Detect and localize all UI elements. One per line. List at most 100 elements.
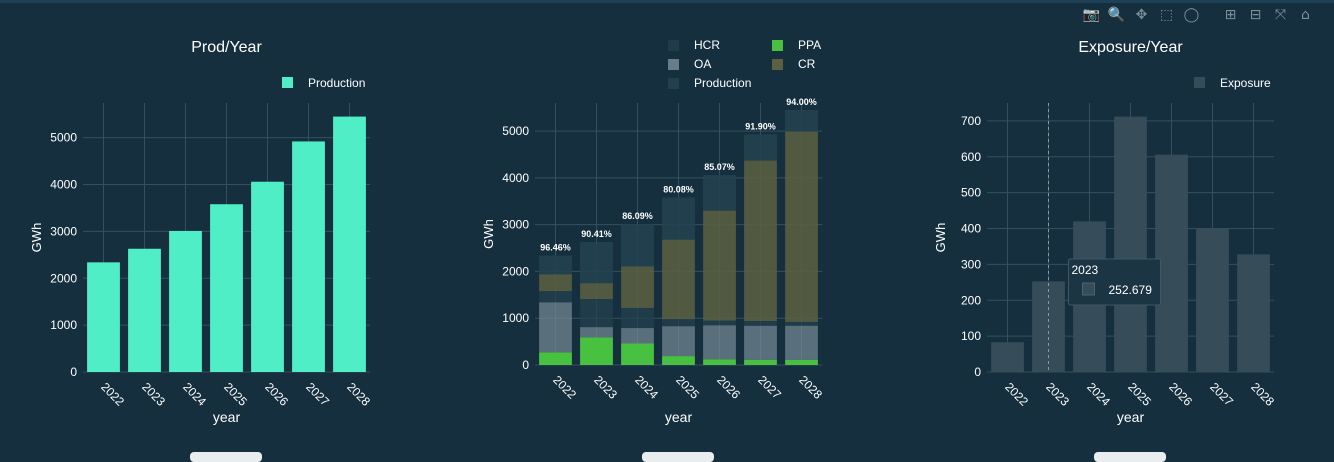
zoom-in-icon[interactable]: ⊞ xyxy=(1224,7,1237,23)
chart2-bar-hcr-2026 xyxy=(703,320,736,326)
box-select-icon[interactable]: ⬚ xyxy=(1159,7,1174,23)
chart1-legend-label: Production xyxy=(308,76,365,90)
chart3-ytick-label: 200 xyxy=(961,293,981,307)
chart2-xtick-label: 2024 xyxy=(632,373,661,402)
chart1-bar-production-2024 xyxy=(169,230,202,372)
chart2-bar-annotation: 85.07% xyxy=(704,162,735,172)
chart1-bar-production-2027 xyxy=(292,141,325,372)
chart3-xtick-label: 2022 xyxy=(1002,380,1031,409)
chart1-x-axis-title: year xyxy=(213,409,241,425)
reset-axes-icon[interactable]: ⌂ xyxy=(1301,7,1310,23)
chart3-xtick-label: 2023 xyxy=(1043,380,1072,409)
chart2-bar-production-2025 xyxy=(662,197,695,240)
chart2-bar-hcr-2022 xyxy=(539,291,572,303)
chart3-hover-swatch xyxy=(1082,282,1095,296)
chart1-ytick-label: 1000 xyxy=(50,318,77,332)
chart2-y-axis-title: GWh xyxy=(481,219,496,249)
chart3-bar-exposure-2022 xyxy=(991,342,1024,372)
chart3-legend-swatch xyxy=(1194,77,1205,88)
chart3-bar-exposure-2025 xyxy=(1114,116,1147,372)
chart2-bar-production-2026 xyxy=(703,175,736,211)
chart2-bar-annotation: 94.00% xyxy=(786,97,817,107)
zoom-out-icon[interactable]: ⊟ xyxy=(1249,7,1262,23)
chart3-ytick-label: 0 xyxy=(974,365,981,379)
chart2-bar-cr-2026 xyxy=(703,210,736,321)
chart1-y-axis-title: GWh xyxy=(29,223,44,253)
zoom-icon[interactable]: 🔍 xyxy=(1107,7,1126,23)
chart2-bar-annotation: 91.90% xyxy=(745,121,776,131)
pan-icon[interactable]: ✥ xyxy=(1135,7,1148,23)
chart2-bar-production-2028 xyxy=(785,110,818,132)
autoscale-icon[interactable]: ⤧ xyxy=(1274,7,1287,23)
chart3-ytick-label: 600 xyxy=(961,150,981,164)
top-strip xyxy=(0,0,1334,3)
chart2-bar-ppa-2022 xyxy=(539,352,572,365)
chart2-bar-production-2023 xyxy=(580,241,613,284)
chart2-bar-hcr-2025 xyxy=(662,319,695,327)
chart2-x-axis-title: year xyxy=(665,409,693,425)
chart2-bar-annotation: 96.46% xyxy=(540,243,571,253)
chart3-ytick-label: 100 xyxy=(961,329,981,343)
chart2-xtick-label: 2027 xyxy=(755,373,784,402)
chart1-title: Prod/Year xyxy=(191,39,262,56)
chart1-bar-production-2025 xyxy=(210,204,243,372)
chart3-ytick-label: 400 xyxy=(961,222,981,236)
chart2-bar-oa-2028 xyxy=(785,325,818,360)
chart2-bar-oa-2023 xyxy=(580,327,613,338)
chart2-legend-swatch-hcr xyxy=(668,40,679,51)
chart3-footer-button[interactable] xyxy=(1094,452,1166,462)
chart2-bar-hcr-2024 xyxy=(621,307,654,329)
chart1-bar-production-2023 xyxy=(128,248,161,372)
chart2-bar-annotation: 80.08% xyxy=(663,185,694,195)
chart2-bar-ppa-2026 xyxy=(703,359,736,365)
chart1-ytick-label: 3000 xyxy=(50,224,77,238)
chart2-bar-ppa-2023 xyxy=(580,337,613,365)
chart1-xtick-label: 2027 xyxy=(303,380,332,409)
chart3-xtick-label: 2026 xyxy=(1166,380,1195,409)
chart2-bar-hcr-2028 xyxy=(785,321,818,326)
chart3-ytick-label: 500 xyxy=(961,186,981,200)
chart2-ytick-label: 5000 xyxy=(502,124,529,138)
chart2-bar-production-2027 xyxy=(744,134,777,161)
chart2-bar-production-2024 xyxy=(621,224,654,267)
chart1-xtick-label: 2025 xyxy=(221,380,250,409)
chart2-bar-hcr-2027 xyxy=(744,321,777,326)
chart3-xtick-label: 2027 xyxy=(1207,380,1236,409)
camera-icon[interactable]: 📷 xyxy=(1082,7,1101,23)
chart2-legend-swatch-cr xyxy=(772,59,783,70)
chart2-ytick-label: 0 xyxy=(522,358,529,372)
chart1-xtick-label: 2024 xyxy=(180,380,209,409)
chart2-bar-annotation: 86.09% xyxy=(622,211,653,221)
lasso-icon[interactable]: ◯ xyxy=(1183,7,1200,23)
chart2-legend-swatch-production xyxy=(668,78,679,89)
chart2-ytick-label: 4000 xyxy=(502,171,529,185)
chart1-bar-production-2026 xyxy=(251,181,284,372)
chart3-xtick-label: 2025 xyxy=(1125,380,1154,409)
chart2-bar-hcr-2023 xyxy=(580,299,613,328)
chart2-bar-oa-2025 xyxy=(662,326,695,357)
chart2-legend-label-hcr: HCR xyxy=(694,38,720,52)
chart2-legend-label-cr: CR xyxy=(798,57,816,71)
chart3-bar-exposure-2027 xyxy=(1196,228,1229,372)
chart3-title: Exposure/Year xyxy=(1078,39,1183,56)
chart1-ytick-label: 2000 xyxy=(50,271,77,285)
chart2-bar-oa-2026 xyxy=(703,325,736,360)
chart1-legend-swatch xyxy=(282,77,293,88)
chart2-bar-cr-2025 xyxy=(662,239,695,320)
chart2-legend-label-ppa: PPA xyxy=(798,38,821,52)
chart1-bar-production-2022 xyxy=(87,262,120,372)
chart2-bar-ppa-2024 xyxy=(621,343,654,365)
chart2-xtick-label: 2026 xyxy=(714,373,743,402)
chart2-bar-annotation: 90.41% xyxy=(581,229,612,239)
chart1-ytick-label: 0 xyxy=(70,365,77,379)
chart3-hover-category: 2023 xyxy=(1072,263,1099,277)
chart1-footer-button[interactable] xyxy=(190,452,262,462)
chart2-legend-swatch-oa xyxy=(668,59,679,70)
chart2-xtick-label: 2025 xyxy=(673,373,702,402)
modebar-toolbar: 📷 🔍 ✥ ⬚ ◯ ⊞ ⊟ ⤧ ⌂ xyxy=(1081,6,1316,24)
chart2-bar-ppa-2025 xyxy=(662,356,695,365)
chart2-legend-label-production: Production xyxy=(694,76,751,90)
chart2-bar-ppa-2028 xyxy=(785,359,818,365)
chart2-bar-ppa-2027 xyxy=(744,359,777,365)
chart2-footer-button[interactable] xyxy=(642,452,714,462)
